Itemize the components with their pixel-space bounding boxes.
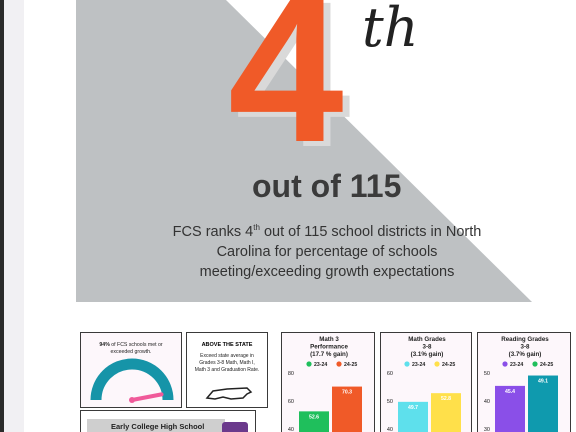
- math-grades-chart-card: Math Grades 3-8 (3.1% gain) 23-24 24-25 60 50 4…: [380, 332, 472, 432]
- chart-title-line: Performance: [310, 344, 348, 351]
- legend-label: 24-25: [540, 362, 553, 368]
- chart-title-line: Reading Grades: [501, 336, 549, 343]
- legend-swatch: [404, 361, 410, 367]
- rank-suffix: th: [362, 0, 419, 59]
- bar: [495, 385, 525, 432]
- chart-title-line: (17.7 % gain): [310, 351, 348, 358]
- y-tick-label: 40: [484, 399, 490, 405]
- chart-title-line: Math Grades: [408, 336, 446, 343]
- north-carolina-map-icon: [205, 387, 253, 400]
- rank-number: 4: [228, 0, 344, 186]
- rank-caption: FCS ranks 4th out of 115 school district…: [172, 223, 482, 280]
- chart-title-line: (3.1% gain): [411, 351, 444, 358]
- y-tick-label: 40: [288, 427, 294, 432]
- legend-swatch: [532, 361, 538, 367]
- bar: [332, 386, 362, 432]
- early-college-title: Early College High School: [111, 422, 205, 431]
- y-tick-label: 40: [387, 427, 393, 432]
- y-tick-label: 50: [387, 399, 393, 405]
- legend-label: 23-24: [412, 362, 425, 368]
- growth-card: 94% of FCS schools met or exceeded growt…: [80, 332, 182, 408]
- above-state-body: Exceed state average in Grades 3-8 Math,…: [194, 353, 260, 373]
- legend-label: 24-25: [442, 362, 455, 368]
- legend-label: 23-24: [510, 362, 523, 368]
- legend-swatch: [434, 361, 440, 367]
- y-tick-label: 50: [484, 371, 490, 377]
- y-tick-label: 60: [387, 371, 393, 377]
- bar-value-label: 70.3: [342, 390, 352, 396]
- chart-title-line: 3-8: [423, 344, 433, 351]
- chart-title-line: 3-8: [521, 344, 531, 351]
- legend-swatch: [336, 361, 342, 367]
- growth-text: 94% of FCS schools met or exceeded growt…: [99, 342, 163, 355]
- early-college-banner: [87, 419, 225, 432]
- y-tick-label: 80: [288, 371, 294, 377]
- bar-value-label: 45.4: [505, 389, 515, 395]
- hero-background: [76, 0, 532, 302]
- y-tick-label: 30: [484, 427, 490, 432]
- bar: [431, 393, 461, 432]
- bar-value-label: 52.6: [309, 414, 319, 420]
- early-college-badge: [222, 422, 248, 432]
- above-state-heading: ABOVE THE STATE: [201, 342, 253, 348]
- bar: [528, 375, 558, 432]
- bar-value-label: 49.1: [538, 379, 548, 385]
- chart-title-line: Math 3: [319, 336, 339, 343]
- bar: [398, 401, 428, 432]
- reading-grades-chart-card: Reading Grades 3-8 (3.7% gain) 23-24 24-25 50…: [477, 332, 571, 432]
- legend-swatch: [502, 361, 508, 367]
- left-edge-strip: [0, 0, 4, 432]
- growth-gauge: [90, 358, 174, 403]
- legend-label: 23-24: [314, 362, 327, 368]
- chart-title-line: (3.7% gain): [509, 351, 542, 358]
- legend-label: 24-25: [344, 362, 357, 368]
- bar-value-label: 52.8: [441, 396, 451, 402]
- hero-section: [76, 0, 532, 302]
- above-state-card: ABOVE THE STATE Exceed state average in …: [186, 332, 268, 408]
- out-of-total: out of 115: [252, 168, 402, 204]
- legend-swatch: [306, 361, 312, 367]
- bar: [299, 411, 329, 432]
- math3-chart-card: Math 3 Performance (17.7 % gain) 23-24 24-25…: [281, 332, 375, 432]
- early-college-card: Early College High School: [80, 410, 256, 432]
- bar-value-label: 49.7: [408, 405, 418, 411]
- y-tick-label: 60: [288, 399, 294, 405]
- left-margin-bar: [0, 0, 24, 432]
